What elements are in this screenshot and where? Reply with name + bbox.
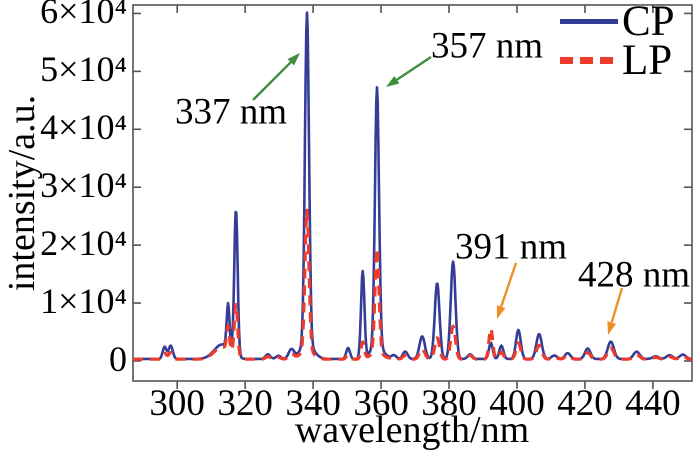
legend-row-lp: LP xyxy=(560,37,675,84)
y-tick-label: 4×10⁴ xyxy=(40,107,127,148)
y-axis-label: intensity/a.u. xyxy=(1,94,43,292)
annotation-arrow-line xyxy=(396,56,432,81)
y-tick-label: 0 xyxy=(109,339,127,380)
legend-cp-line-swatch xyxy=(560,19,618,24)
x-tick-label: 320 xyxy=(217,383,273,424)
annotation-arrow-line xyxy=(252,61,292,101)
y-tick-label: 3×10⁴ xyxy=(40,165,127,206)
annotation-arrow-head xyxy=(496,305,506,319)
annotation-428nm: 428 nm xyxy=(577,254,691,296)
y-tick-label: 6×10⁴ xyxy=(40,0,127,32)
annotation-arrow-line xyxy=(500,262,518,308)
x-axis-label: wavelength/nm xyxy=(294,409,530,450)
annotation-arrow-head xyxy=(386,76,400,87)
legend-cp-label: CP xyxy=(622,0,675,45)
series-line-lp xyxy=(133,208,692,361)
y-tick-label: 2×10⁴ xyxy=(40,223,127,264)
legend: CP LP xyxy=(560,0,675,84)
x-tick-label: 380 xyxy=(421,383,477,424)
y-tick-label: 5×10⁴ xyxy=(40,49,127,90)
annotation-arrow-head xyxy=(287,53,300,66)
y-tick-label: 1×10⁴ xyxy=(40,281,127,322)
plot-border xyxy=(132,4,693,382)
x-tick-label: 400 xyxy=(489,383,545,424)
legend-lp-label: LP xyxy=(622,37,673,84)
annotation-arrow-line xyxy=(610,287,624,323)
legend-row-cp: CP xyxy=(560,0,675,45)
legend-lp-line-swatch xyxy=(560,57,618,64)
x-tick-label: 340 xyxy=(285,383,341,424)
x-tick-label: 360 xyxy=(353,383,409,424)
annotation-337nm: 337 nm xyxy=(174,91,288,133)
annotation-357nm: 357 nm xyxy=(430,25,544,67)
annotation-391nm: 391 nm xyxy=(454,226,568,268)
annotation-arrow-head xyxy=(607,321,617,335)
x-tick-label: 440 xyxy=(625,383,681,424)
x-tick-label: 420 xyxy=(557,383,613,424)
x-tick-label: 300 xyxy=(149,383,205,424)
